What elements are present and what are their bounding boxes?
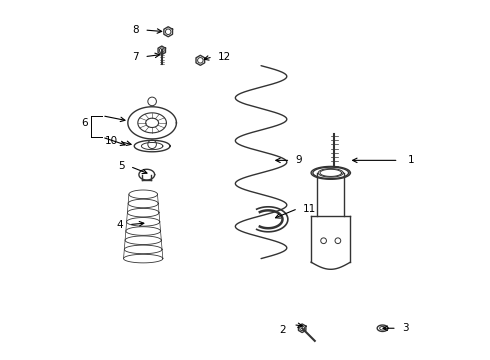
Text: 12: 12 — [218, 52, 231, 62]
Text: 1: 1 — [408, 156, 414, 165]
Text: 4: 4 — [117, 220, 123, 230]
Text: 7: 7 — [132, 52, 139, 62]
Text: 9: 9 — [296, 156, 302, 165]
Text: 11: 11 — [303, 203, 317, 213]
Text: 2: 2 — [279, 325, 286, 335]
Text: 10: 10 — [105, 136, 118, 147]
Text: 5: 5 — [118, 161, 124, 171]
Text: 6: 6 — [81, 118, 88, 128]
Text: 3: 3 — [402, 323, 409, 333]
Text: 8: 8 — [132, 25, 139, 35]
